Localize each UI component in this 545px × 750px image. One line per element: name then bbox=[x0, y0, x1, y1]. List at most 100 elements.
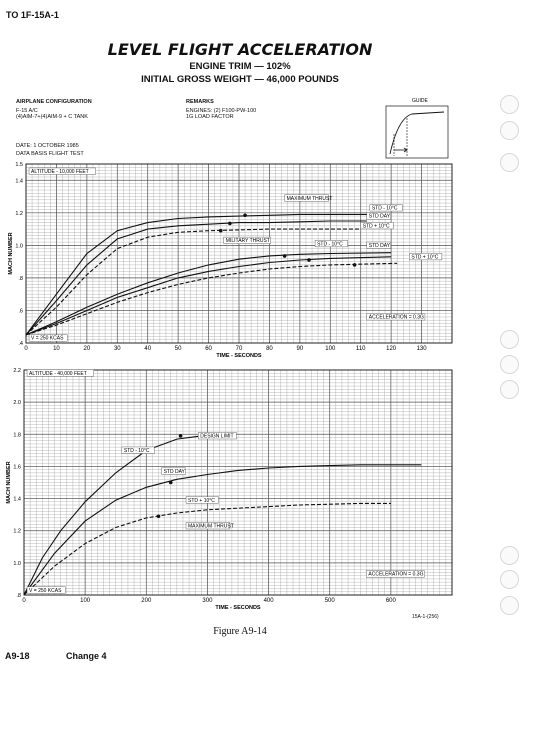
x-tick-label: 40 bbox=[144, 346, 151, 352]
date-line: DATE: 1 OCTOBER 1985 bbox=[16, 143, 79, 149]
binder-hole bbox=[500, 596, 519, 615]
annotation-box bbox=[26, 586, 66, 594]
y-axis-label: MACH NUMBER bbox=[6, 461, 12, 503]
annotation-box bbox=[28, 167, 96, 175]
x-tick-label: 20 bbox=[84, 346, 91, 352]
y-tick-label: 2.0 bbox=[13, 400, 21, 406]
data-basis-line: DATA BASIS FLIGHT TEST bbox=[16, 151, 84, 157]
annotation-box bbox=[121, 446, 155, 454]
annotation-label: STD - 10°C bbox=[124, 448, 150, 454]
binder-hole bbox=[500, 330, 519, 349]
series-line-2 bbox=[25, 220, 367, 336]
series-marker-2 bbox=[168, 480, 173, 485]
x-tick-label: 200 bbox=[141, 598, 152, 604]
x-tick-label: 60 bbox=[205, 346, 212, 352]
annotation-label: STD DAY bbox=[164, 469, 186, 475]
annotation-label: STD DAY bbox=[369, 214, 391, 220]
y-tick-label: .8 bbox=[18, 276, 23, 282]
annotation-box bbox=[409, 253, 443, 261]
config-line-2: (4)AIM-7+(4)AIM-9 + C TANK bbox=[16, 114, 88, 120]
y-tick-label: 1.0 bbox=[15, 243, 23, 249]
annotation-label: V = 250 KCAS bbox=[31, 336, 64, 342]
annotation-label: ALTITUDE - 10,000 FEET bbox=[31, 169, 89, 175]
config-line-1: F-15 A/C bbox=[16, 108, 38, 114]
annotation-box bbox=[366, 570, 425, 578]
y-tick-label: 2.2 bbox=[13, 368, 21, 374]
x-axis-label: TIME - SECONDS bbox=[215, 605, 261, 611]
series-line-5 bbox=[25, 256, 392, 336]
binder-hole bbox=[500, 380, 519, 399]
annotation-label: V = 250 KCAS bbox=[29, 588, 62, 594]
y-tick-label: .6 bbox=[18, 308, 23, 314]
series-line-1 bbox=[23, 435, 214, 596]
x-tick-label: 400 bbox=[264, 598, 275, 604]
y-tick-label: 1.2 bbox=[15, 211, 23, 217]
binder-hole bbox=[500, 95, 519, 114]
annotation-box bbox=[314, 240, 348, 248]
y-tick-label: 1.8 bbox=[13, 432, 21, 438]
figure-reference-id: 15A-1-(256) bbox=[412, 614, 439, 620]
series-line-6 bbox=[25, 262, 398, 336]
annotation-label: STD DAY bbox=[369, 243, 391, 249]
x-tick-label: 500 bbox=[325, 598, 336, 604]
y-tick-label: 1.5 bbox=[15, 162, 23, 168]
annotation-box bbox=[185, 522, 231, 530]
remarks-line-1: ENGINES: (2) F100-PW-100 bbox=[186, 108, 257, 114]
y-tick-label: .4 bbox=[18, 341, 23, 347]
x-tick-label: 100 bbox=[325, 346, 336, 352]
y-tick-label: 1.6 bbox=[13, 464, 21, 470]
guide-arrow-head bbox=[403, 147, 408, 153]
series-line-2 bbox=[23, 464, 422, 596]
annotation-label: STD + 10°C bbox=[411, 254, 438, 260]
x-tick-label: 70 bbox=[236, 346, 243, 352]
annotation-label: ALTITUDE - 40,000 FEET bbox=[29, 371, 87, 377]
annotation-box bbox=[366, 313, 426, 321]
annotation-box bbox=[366, 241, 391, 249]
annotation-label: MAXIMUM THRUST bbox=[188, 524, 234, 530]
engine-trim-subtitle: ENGINE TRIM — 102% bbox=[189, 61, 291, 72]
series-marker-3 bbox=[156, 514, 161, 519]
annotation-box bbox=[284, 194, 329, 202]
series-line-4 bbox=[25, 252, 392, 336]
annotation-label: STD - 10°C bbox=[317, 241, 343, 247]
plot-frame bbox=[23, 369, 453, 596]
chart-10000-feet: 0 10 20 30 40 50 60 70 80 90 100 110 120 130 .4 .6 .8 1.0… bbox=[8, 162, 453, 359]
binder-hole bbox=[500, 153, 519, 172]
annotation-box bbox=[369, 204, 403, 212]
document-id: TO 1F-15A-1 bbox=[6, 10, 59, 20]
series-marker-3 bbox=[218, 228, 223, 233]
binder-hole bbox=[500, 355, 519, 374]
annotation-box bbox=[28, 334, 68, 342]
annotation-label: DESIGN LIMIT bbox=[200, 434, 233, 440]
annotation-box bbox=[185, 496, 219, 504]
series-marker-1 bbox=[178, 434, 183, 438]
annotation-label: STD - 10°C bbox=[372, 206, 398, 212]
remarks-heading: REMARKS bbox=[186, 99, 214, 105]
annotation-box bbox=[360, 222, 394, 230]
y-tick-label: 1.2 bbox=[13, 529, 21, 535]
guide-label: GUIDE bbox=[412, 98, 429, 104]
series-marker-1 bbox=[243, 213, 247, 218]
x-tick-label: 120 bbox=[386, 346, 397, 352]
series-marker-4 bbox=[282, 254, 287, 258]
x-tick-label: 300 bbox=[202, 598, 213, 604]
y-axis-label: MACH NUMBER bbox=[8, 232, 14, 274]
annotation-label: MILITARY THRUST bbox=[226, 238, 270, 244]
binder-hole bbox=[500, 121, 519, 140]
annotation-box bbox=[366, 212, 391, 220]
series-marker-5 bbox=[307, 258, 311, 262]
y-tick-label: 1.4 bbox=[13, 497, 21, 503]
x-tick-label: 110 bbox=[356, 346, 366, 352]
x-tick-label: 100 bbox=[80, 598, 91, 604]
annotation-box bbox=[161, 467, 186, 475]
annotation-label: STD + 10°C bbox=[188, 498, 215, 504]
remarks-line-2: 1G LOAD FACTOR bbox=[186, 114, 234, 120]
x-tick-label: 80 bbox=[266, 346, 273, 352]
x-tick-label: 600 bbox=[386, 598, 397, 604]
guide-frame bbox=[385, 105, 449, 159]
annotation-label: MAXIMUM THRUST bbox=[287, 196, 333, 202]
change-number: Change 4 bbox=[66, 651, 107, 661]
series-line-3 bbox=[23, 502, 391, 596]
series-line-3 bbox=[25, 228, 361, 336]
gross-weight-subtitle: INITIAL GROSS WEIGHT — 46,000 POUNDS bbox=[141, 74, 339, 85]
